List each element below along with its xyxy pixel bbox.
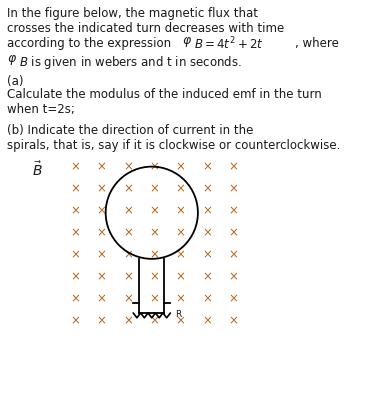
Text: ×: × <box>149 248 159 261</box>
Text: ×: × <box>228 182 238 195</box>
Text: ×: × <box>123 314 133 327</box>
Text: ×: × <box>228 248 238 261</box>
Text: ×: × <box>176 182 186 195</box>
Text: ×: × <box>123 204 133 217</box>
Text: ×: × <box>70 226 80 239</box>
Text: $\vec{B}$: $\vec{B}$ <box>32 160 43 178</box>
Text: ×: × <box>97 248 107 261</box>
Text: ×: × <box>202 204 212 217</box>
Text: ×: × <box>97 204 107 217</box>
Text: $\varphi$: $\varphi$ <box>7 53 17 67</box>
Text: (a): (a) <box>7 75 24 88</box>
Text: ×: × <box>149 292 159 305</box>
Text: crosses the indicated turn decreases with time: crosses the indicated turn decreases wit… <box>7 22 284 35</box>
Text: ×: × <box>97 292 107 305</box>
Text: Calculate the modulus of the induced emf in the turn: Calculate the modulus of the induced emf… <box>7 88 322 101</box>
Text: when t=2s;: when t=2s; <box>7 103 75 116</box>
Text: ×: × <box>70 182 80 195</box>
Text: ×: × <box>149 182 159 195</box>
Text: ×: × <box>176 270 186 283</box>
Text: ×: × <box>228 292 238 305</box>
Text: ×: × <box>123 270 133 283</box>
Text: $\varphi$: $\varphi$ <box>182 35 192 49</box>
Text: ×: × <box>228 204 238 217</box>
Text: ×: × <box>123 226 133 239</box>
Text: ×: × <box>176 292 186 305</box>
Text: ×: × <box>123 248 133 261</box>
Text: ×: × <box>149 204 159 217</box>
Text: ×: × <box>202 182 212 195</box>
Text: ×: × <box>123 160 133 173</box>
Text: ×: × <box>149 160 159 173</box>
Text: ×: × <box>228 270 238 283</box>
Text: $B = 4t^2 + 2t$: $B = 4t^2 + 2t$ <box>194 36 264 53</box>
Text: ×: × <box>202 314 212 327</box>
Text: ×: × <box>123 292 133 305</box>
Text: ×: × <box>149 314 159 327</box>
Text: , where: , where <box>295 37 339 50</box>
Text: ×: × <box>228 226 238 239</box>
Text: ×: × <box>149 226 159 239</box>
Text: ×: × <box>176 204 186 217</box>
Text: In the figure below, the magnetic flux that: In the figure below, the magnetic flux t… <box>7 7 258 20</box>
Text: ×: × <box>70 314 80 327</box>
Text: $B$ is given in webers and t in seconds.: $B$ is given in webers and t in seconds. <box>19 54 242 71</box>
Text: ×: × <box>149 270 159 283</box>
Text: ×: × <box>228 160 238 173</box>
Text: ×: × <box>176 226 186 239</box>
Text: ×: × <box>176 248 186 261</box>
Text: ×: × <box>70 160 80 173</box>
Text: ×: × <box>97 160 107 173</box>
Text: R: R <box>175 310 181 319</box>
Text: ×: × <box>202 160 212 173</box>
Text: ×: × <box>97 314 107 327</box>
Text: according to the expression: according to the expression <box>7 37 175 50</box>
Text: ×: × <box>202 270 212 283</box>
Text: ×: × <box>123 182 133 195</box>
Text: ×: × <box>228 314 238 327</box>
Text: ×: × <box>97 226 107 239</box>
Text: ×: × <box>202 292 212 305</box>
Text: ×: × <box>176 314 186 327</box>
Text: ×: × <box>202 248 212 261</box>
Text: (b) Indicate the direction of current in the: (b) Indicate the direction of current in… <box>7 124 253 137</box>
Text: ×: × <box>70 204 80 217</box>
Text: ×: × <box>97 182 107 195</box>
Text: ×: × <box>70 270 80 283</box>
Text: ×: × <box>202 226 212 239</box>
Text: ×: × <box>70 248 80 261</box>
Text: spirals, that is, say if it is clockwise or counterclockwise.: spirals, that is, say if it is clockwise… <box>7 139 341 152</box>
Text: ×: × <box>176 160 186 173</box>
Text: ×: × <box>97 270 107 283</box>
Text: ×: × <box>70 292 80 305</box>
